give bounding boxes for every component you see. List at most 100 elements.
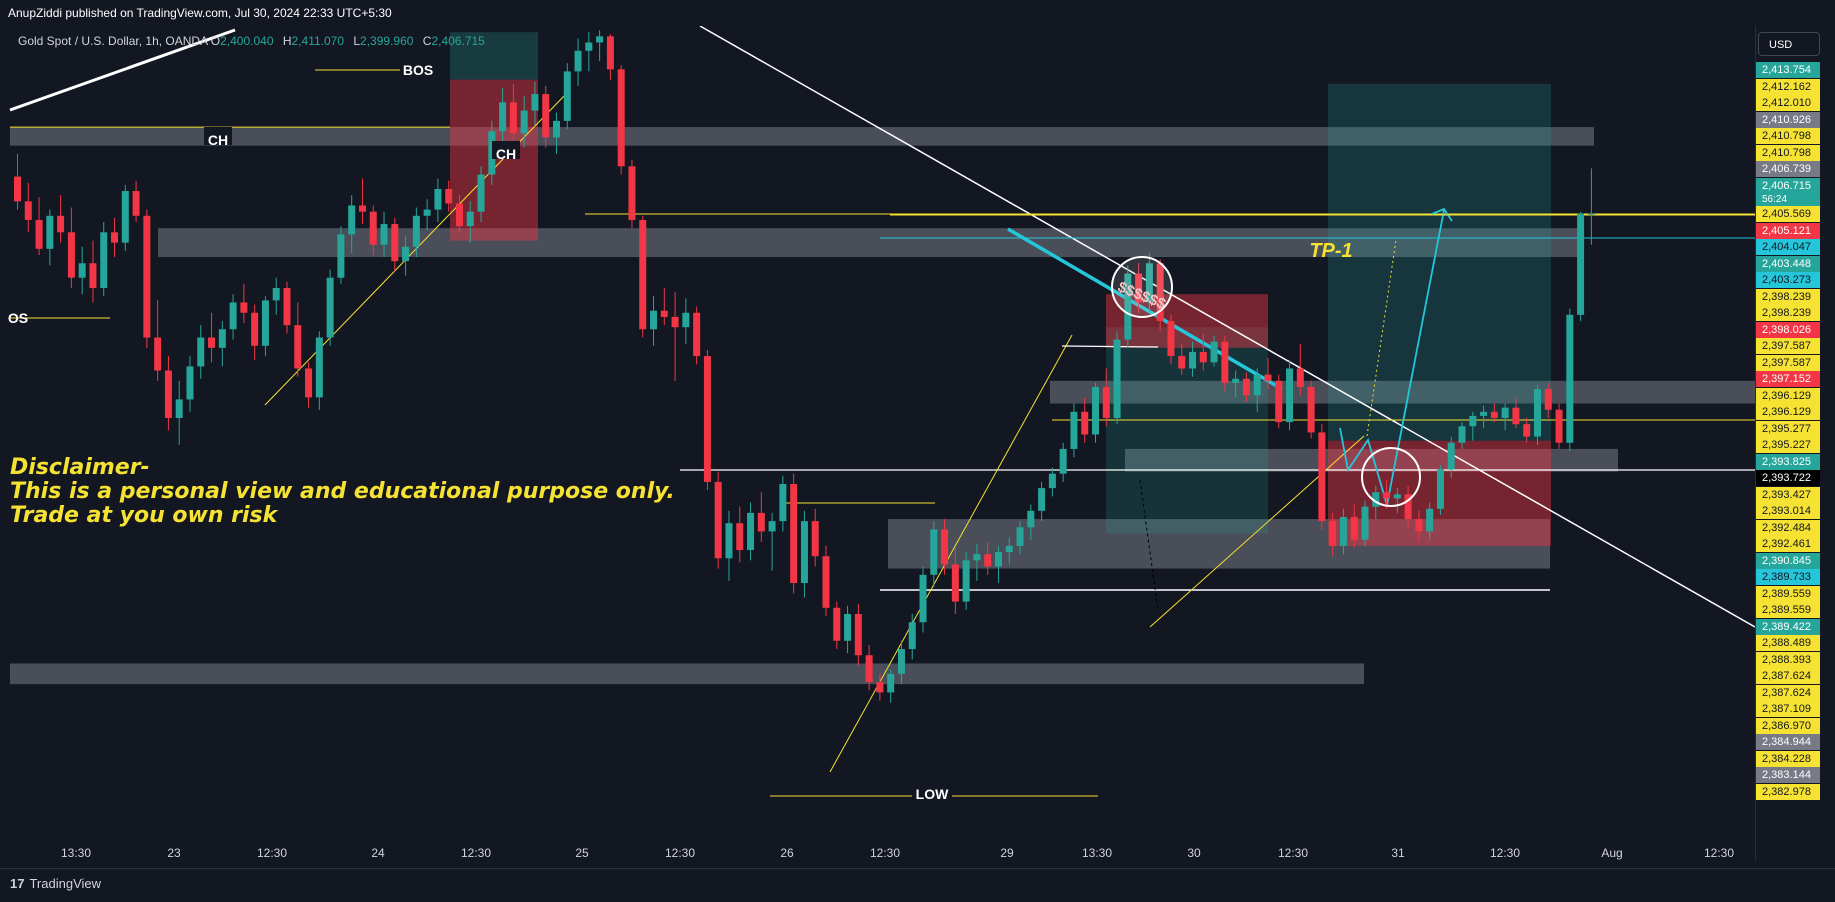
candle-body <box>1275 380 1283 423</box>
price-label: 2,397.152 <box>1756 371 1820 387</box>
price-label: 2,406.739 <box>1756 161 1820 177</box>
candle-body <box>283 288 291 326</box>
candle-body <box>984 554 992 567</box>
candle-body <box>1232 378 1240 383</box>
candle-body <box>35 219 43 249</box>
annotation-bg <box>912 781 952 799</box>
price-label: 2,387.624 <box>1756 684 1820 701</box>
dotted-trendline <box>1366 239 1397 437</box>
candle-body <box>585 42 593 51</box>
footer <box>0 868 1835 902</box>
candle-body <box>197 337 205 367</box>
time-label: 12:30 <box>869 846 901 860</box>
candle-body <box>941 529 949 565</box>
price-label: 2,392.461 <box>1756 536 1820 552</box>
candle-body <box>240 302 248 313</box>
candle-body <box>854 613 862 656</box>
candle-body <box>100 232 108 289</box>
candle-body <box>1092 387 1099 435</box>
candle-body <box>1307 387 1315 433</box>
candle-body <box>57 215 65 233</box>
candle-body <box>272 288 280 301</box>
price-label: 2,395.227 <box>1756 437 1820 453</box>
liquidity-line <box>1007 227 1283 391</box>
ch-label: CH <box>496 146 516 162</box>
candle-body <box>1393 494 1401 499</box>
candle-body <box>46 215 54 249</box>
candle-body <box>887 673 895 693</box>
candle-body <box>499 102 507 132</box>
price-label: 2,398.239 <box>1756 305 1820 321</box>
price-label: 2,388.489 <box>1756 635 1820 651</box>
low-label: LOW <box>916 786 949 802</box>
candle-body <box>229 302 237 330</box>
candle-body <box>1221 341 1229 383</box>
candle-body <box>89 263 97 289</box>
tradingview-logo[interactable]: 17 TradingView <box>10 876 101 891</box>
annotation-bg <box>204 127 232 145</box>
price-label: 2,393.722 <box>1756 470 1820 486</box>
candle-body <box>315 337 323 398</box>
candle-body <box>423 209 431 216</box>
candle-body <box>412 215 420 247</box>
candle-body <box>531 94 539 111</box>
candle-body <box>1577 213 1585 315</box>
target-circle <box>1361 447 1421 507</box>
price-label: 2,410.798 <box>1756 128 1820 144</box>
liquidity-circle <box>1111 256 1173 318</box>
candle-body <box>574 50 582 72</box>
time-label: Aug <box>1601 846 1623 860</box>
candle-body <box>1113 339 1121 418</box>
os-label: OS <box>8 310 28 326</box>
candle-body <box>563 71 571 121</box>
price-label: 2,397.587 <box>1756 338 1820 354</box>
candle-body <box>218 329 226 348</box>
candle-body <box>725 523 733 559</box>
overlay-layer <box>1111 256 1421 507</box>
candle-body <box>628 166 636 220</box>
candle-body <box>488 131 496 175</box>
price-label: 2,412.010 <box>1756 95 1820 111</box>
candle-body <box>650 310 658 330</box>
price-label: 2,384.228 <box>1756 750 1820 767</box>
price-label: 2,406.715 56:24 <box>1756 177 1820 206</box>
candle-body <box>1038 488 1046 511</box>
time-label: 29 <box>1000 846 1014 860</box>
candle-body <box>154 337 162 371</box>
candle-body <box>14 176 21 202</box>
target-zone-box <box>1328 83 1551 441</box>
symbol-legend[interactable]: Gold Spot / U.S. Dollar, 1h, OANDA O2,40… <box>18 34 485 48</box>
price-label: 2,384.944 <box>1756 734 1820 750</box>
candle-body <box>606 36 614 70</box>
candle-body <box>348 205 356 235</box>
candle-body <box>639 219 647 330</box>
candle-body <box>402 246 410 262</box>
price-label: 2,404.047 <box>1756 239 1820 255</box>
candle-body <box>1350 517 1358 540</box>
candle-body <box>1329 521 1337 546</box>
candle-body <box>897 649 905 674</box>
candle-body <box>337 234 345 278</box>
time-label: 23 <box>167 846 181 860</box>
candle-body <box>1199 351 1207 363</box>
disclaimer-line: Trade at you own risk <box>10 503 278 528</box>
candle-body <box>973 554 981 561</box>
zone-rect <box>10 127 1594 146</box>
zone-rect <box>1050 380 1755 404</box>
price-label: 2,397.587 <box>1756 354 1820 371</box>
candle-body <box>175 399 183 418</box>
ch-label: CH <box>208 132 228 148</box>
candle-body <box>1458 426 1466 443</box>
candle-body <box>1361 506 1369 540</box>
currency-button[interactable]: USD <box>1758 32 1820 56</box>
candle-body <box>78 263 86 278</box>
price-label: 2,395.277 <box>1756 420 1820 437</box>
candle-body <box>919 574 927 623</box>
candle-body <box>994 552 1002 567</box>
candle-body <box>1005 545 1013 553</box>
candle-body <box>1167 321 1175 357</box>
candle-body <box>1415 519 1423 532</box>
price-axis[interactable] <box>1755 26 1835 860</box>
price-label: 2,392.484 <box>1756 519 1820 536</box>
